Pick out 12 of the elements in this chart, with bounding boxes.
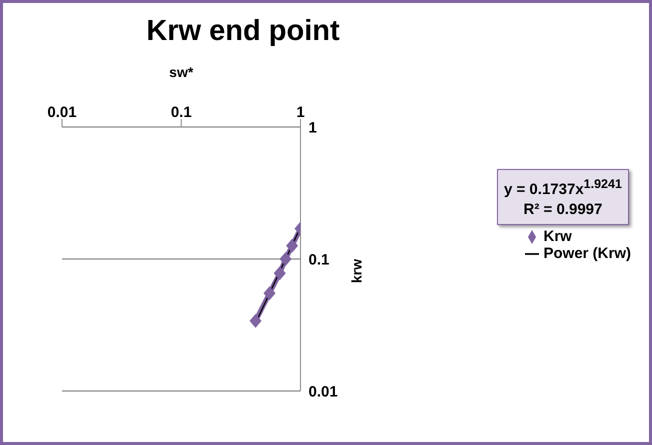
- x-tick-label: 0.01: [47, 104, 77, 121]
- y-axis-title: krw: [348, 258, 364, 284]
- legend-label: Krw: [543, 228, 572, 245]
- x-axis-title: sw*: [169, 64, 194, 80]
- equation-box: y = 0.1737x$^{1.9241}$ R² = 0.9997: [497, 169, 629, 225]
- y-tick-label: 1: [308, 119, 317, 136]
- x-tick-label: 0.1: [170, 104, 192, 121]
- x-tick-label: 1: [296, 104, 305, 121]
- y-tick-label: 0.01: [308, 383, 338, 400]
- chart-title: Krw end point: [145, 15, 341, 48]
- y-tick-label: 0.1: [308, 251, 330, 268]
- legend-label: Power (Krw): [543, 245, 631, 262]
